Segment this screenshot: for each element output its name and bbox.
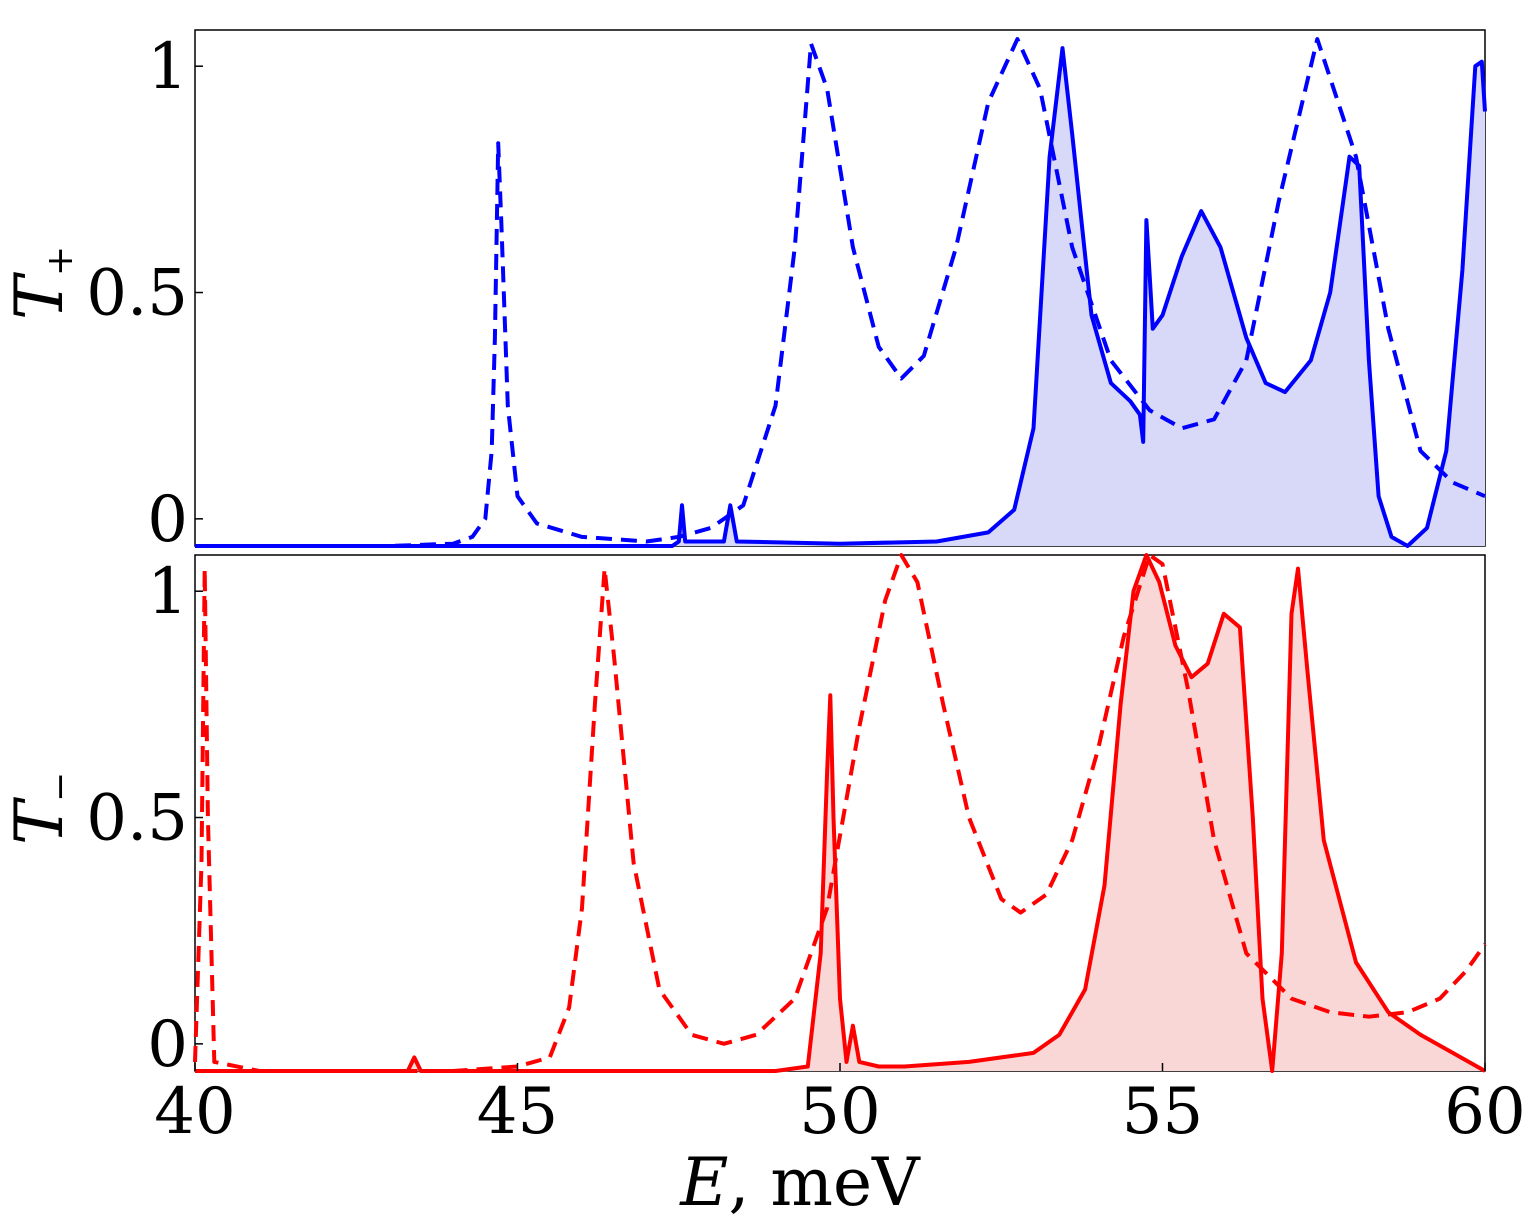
top-filled-area-group bbox=[195, 48, 1485, 546]
x-tick-label: 50 bbox=[799, 1075, 880, 1149]
top-y-axis-label-sub: + bbox=[40, 246, 81, 276]
bottom-series-group bbox=[193, 553, 1487, 1073]
x-axis-label-italic: E bbox=[679, 1144, 728, 1221]
bottom-panel: 00.51 40 45 50 55 60 T − E, meV bbox=[1, 553, 1526, 1221]
top-y-axis-label-main: T bbox=[1, 271, 78, 320]
top-y-axis-label: T + bbox=[1, 246, 81, 320]
top-dashed-line bbox=[195, 37, 1486, 548]
x-tick-label: 45 bbox=[477, 1075, 558, 1149]
bottom-y-ticks: 00.51 bbox=[86, 555, 203, 1082]
bottom-y-tick-label: 0.5 bbox=[86, 782, 188, 856]
bottom-y-tick-label: 0 bbox=[147, 1008, 188, 1082]
bottom-y-tick-label: 1 bbox=[147, 555, 188, 629]
bottom-y-axis-label-sub: − bbox=[40, 772, 81, 802]
x-tick-label: 40 bbox=[154, 1075, 235, 1149]
top-y-tick-label: 0.5 bbox=[86, 257, 188, 331]
top-series-group bbox=[195, 37, 1487, 548]
bottom-solid-line bbox=[195, 553, 1486, 1073]
x-tick-label: 60 bbox=[1444, 1075, 1525, 1149]
bottom-dashed-line bbox=[193, 553, 1487, 1073]
top-y-tick-label: 1 bbox=[147, 30, 188, 104]
top-solid-line bbox=[195, 46, 1487, 548]
top-solid-area-fill bbox=[195, 48, 1485, 546]
bottom-y-axis-label: T − bbox=[1, 772, 81, 845]
x-axis-label-units: , meV bbox=[728, 1144, 921, 1221]
x-axis-label: E, meV bbox=[679, 1144, 921, 1221]
x-tick-label: 55 bbox=[1122, 1075, 1203, 1149]
bottom-filled-area-group bbox=[195, 555, 1485, 1071]
bottom-y-axis-label-main: T bbox=[1, 796, 78, 845]
top-panel: 00.51 T + bbox=[1, 29, 1487, 557]
top-y-ticks: 00.51 bbox=[86, 30, 203, 557]
bottom-solid-area-fill bbox=[195, 555, 1485, 1071]
bottom-x-ticks: 40 45 50 55 60 bbox=[154, 1063, 1526, 1149]
top-y-tick-label: 0 bbox=[147, 483, 188, 557]
